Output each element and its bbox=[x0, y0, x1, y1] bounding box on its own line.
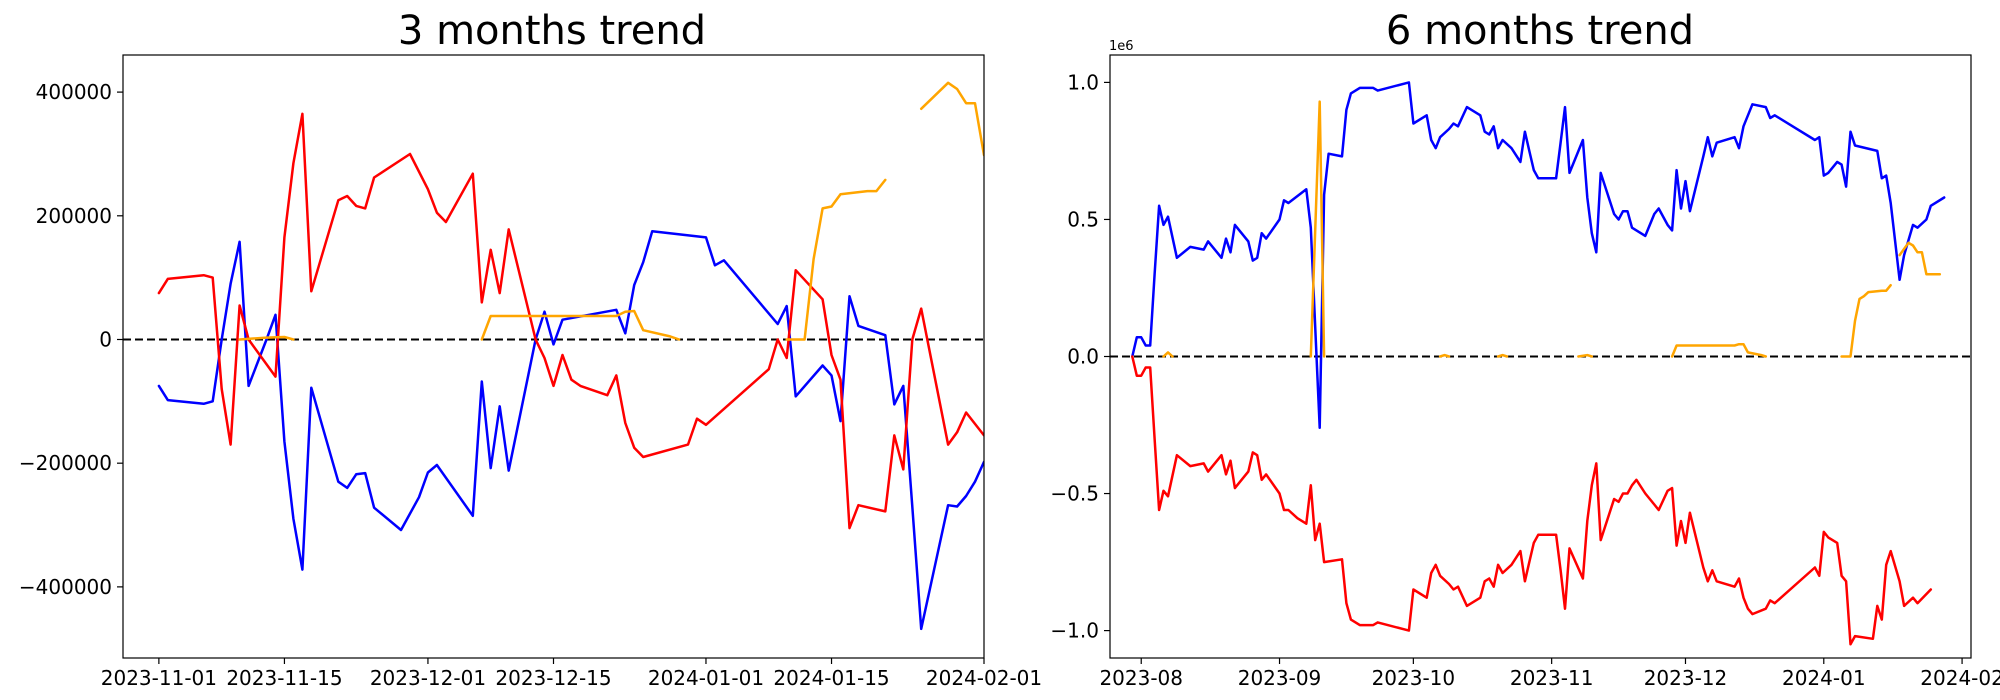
x-tick-label: 2023-12-01 bbox=[370, 666, 486, 690]
x-tick-label: 2023-09 bbox=[1238, 666, 1322, 690]
x-tick-label: 2024-01-01 bbox=[648, 666, 764, 690]
y-tick-label: −400000 bbox=[19, 575, 112, 599]
series-line-2-segment-3 bbox=[919, 81, 984, 157]
y-offset-label: 1e6 bbox=[1109, 39, 1134, 54]
y-tick-label: 0.0 bbox=[1067, 345, 1099, 369]
y-tick-label: 0.5 bbox=[1067, 207, 1099, 231]
series-line-2-segment-5 bbox=[1670, 342, 1768, 358]
x-tick-label: 2023-08 bbox=[1099, 666, 1183, 690]
y-tick-label: −0.5 bbox=[1050, 482, 1099, 506]
series-line-2-segment-7 bbox=[1898, 241, 1942, 276]
series-line-2-segment-3 bbox=[1496, 353, 1509, 358]
chart-6-months: 6 months trend 1e6 2023-08 2023-09 2023-10… bbox=[1050, 8, 2000, 690]
x-tick-label: 2024-01 bbox=[1782, 666, 1866, 690]
series-line-2-segment-1 bbox=[480, 309, 681, 341]
x-tick-label: 2023-10 bbox=[1372, 666, 1456, 690]
series-line-0-segment-0 bbox=[157, 230, 984, 631]
chart-3-months: 3 months trend 2023-11-01 2023-11-15 2023-… bbox=[19, 8, 1042, 690]
x-tick-label: 2024-02 bbox=[1920, 666, 2000, 690]
x-tick-label: 2024-01-15 bbox=[773, 666, 889, 690]
chart-title: 3 months trend bbox=[398, 8, 706, 54]
x-tick-label: 2023-12 bbox=[1644, 666, 1728, 690]
x-tick-label: 2023-12-15 bbox=[495, 666, 611, 690]
series-line-2-segment-1 bbox=[1309, 100, 1326, 358]
x-tick-label: 2023-11 bbox=[1510, 666, 1594, 690]
y-tick-label: 200000 bbox=[36, 204, 112, 228]
chart-title: 6 months trend bbox=[1386, 8, 1694, 54]
y-tick-label: 1.0 bbox=[1067, 70, 1099, 94]
y-tick-label: 400000 bbox=[36, 80, 112, 104]
x-tick-label: 2024-02-01 bbox=[926, 666, 1042, 690]
series-line-2-segment-4 bbox=[1577, 353, 1594, 358]
series-line-2-segment-0 bbox=[238, 335, 295, 341]
x-tick-label: 2023-11-15 bbox=[226, 666, 342, 690]
series-line-1-segment-0 bbox=[157, 112, 984, 530]
y-tick-label: −200000 bbox=[19, 451, 112, 475]
series-line-2-segment-2 bbox=[785, 178, 887, 341]
series-line-2-segment-0 bbox=[1162, 351, 1174, 358]
series-line-2-segment-2 bbox=[1438, 353, 1451, 358]
y-tick-label: −1.0 bbox=[1050, 619, 1099, 643]
y-tick-label: 0 bbox=[99, 327, 112, 351]
series-line-1-segment-0 bbox=[1131, 355, 1933, 646]
series-line-2-segment-6 bbox=[1840, 283, 1892, 358]
series-line-0-segment-0 bbox=[1131, 81, 1946, 430]
x-tick-label: 2023-11-01 bbox=[101, 666, 217, 690]
